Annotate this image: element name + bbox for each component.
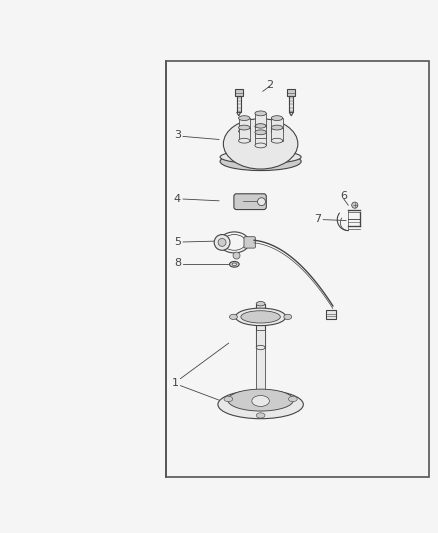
Ellipse shape (271, 129, 283, 134)
Ellipse shape (255, 124, 266, 128)
Ellipse shape (255, 111, 266, 116)
Bar (271, 118, 283, 131)
FancyBboxPatch shape (234, 194, 266, 209)
Text: 3: 3 (174, 130, 181, 140)
Ellipse shape (255, 130, 266, 135)
Ellipse shape (271, 116, 283, 120)
Ellipse shape (239, 129, 250, 134)
Bar (235, 89, 243, 96)
Ellipse shape (289, 397, 297, 402)
Bar (256, 330, 265, 391)
Ellipse shape (236, 308, 286, 326)
Ellipse shape (284, 314, 292, 319)
Ellipse shape (239, 138, 250, 143)
Ellipse shape (271, 125, 283, 130)
Ellipse shape (224, 397, 233, 402)
Ellipse shape (230, 262, 239, 267)
Text: 8: 8 (174, 259, 181, 269)
Bar (271, 127, 283, 141)
Circle shape (352, 202, 358, 208)
Ellipse shape (228, 389, 293, 411)
Bar (237, 96, 241, 112)
Ellipse shape (255, 124, 266, 129)
Text: 2: 2 (266, 80, 273, 90)
Polygon shape (290, 112, 293, 116)
Ellipse shape (232, 263, 237, 265)
Text: 1: 1 (172, 377, 179, 387)
Ellipse shape (255, 143, 266, 148)
Bar (256, 304, 265, 348)
Ellipse shape (241, 311, 280, 323)
Ellipse shape (239, 125, 250, 130)
Circle shape (214, 235, 230, 251)
Bar (287, 89, 295, 96)
Polygon shape (237, 112, 240, 116)
Text: 7: 7 (314, 214, 321, 224)
Ellipse shape (218, 390, 303, 419)
Bar (239, 118, 250, 131)
Text: 4: 4 (174, 193, 181, 204)
Circle shape (218, 238, 226, 246)
Ellipse shape (220, 152, 301, 171)
Circle shape (233, 252, 240, 259)
Bar (255, 132, 266, 146)
FancyBboxPatch shape (244, 237, 255, 248)
Bar (255, 114, 266, 126)
Ellipse shape (230, 314, 237, 319)
Ellipse shape (223, 119, 298, 169)
Bar (326, 310, 336, 319)
Ellipse shape (239, 116, 250, 120)
Ellipse shape (256, 302, 265, 306)
Bar (239, 127, 250, 141)
Ellipse shape (271, 138, 283, 143)
Ellipse shape (252, 395, 269, 407)
Ellipse shape (256, 345, 265, 350)
Ellipse shape (256, 413, 265, 418)
Bar (255, 126, 266, 138)
Text: 5: 5 (174, 237, 181, 247)
Ellipse shape (220, 150, 301, 164)
Bar (290, 96, 293, 112)
Circle shape (258, 198, 265, 206)
Text: 6: 6 (340, 191, 347, 201)
